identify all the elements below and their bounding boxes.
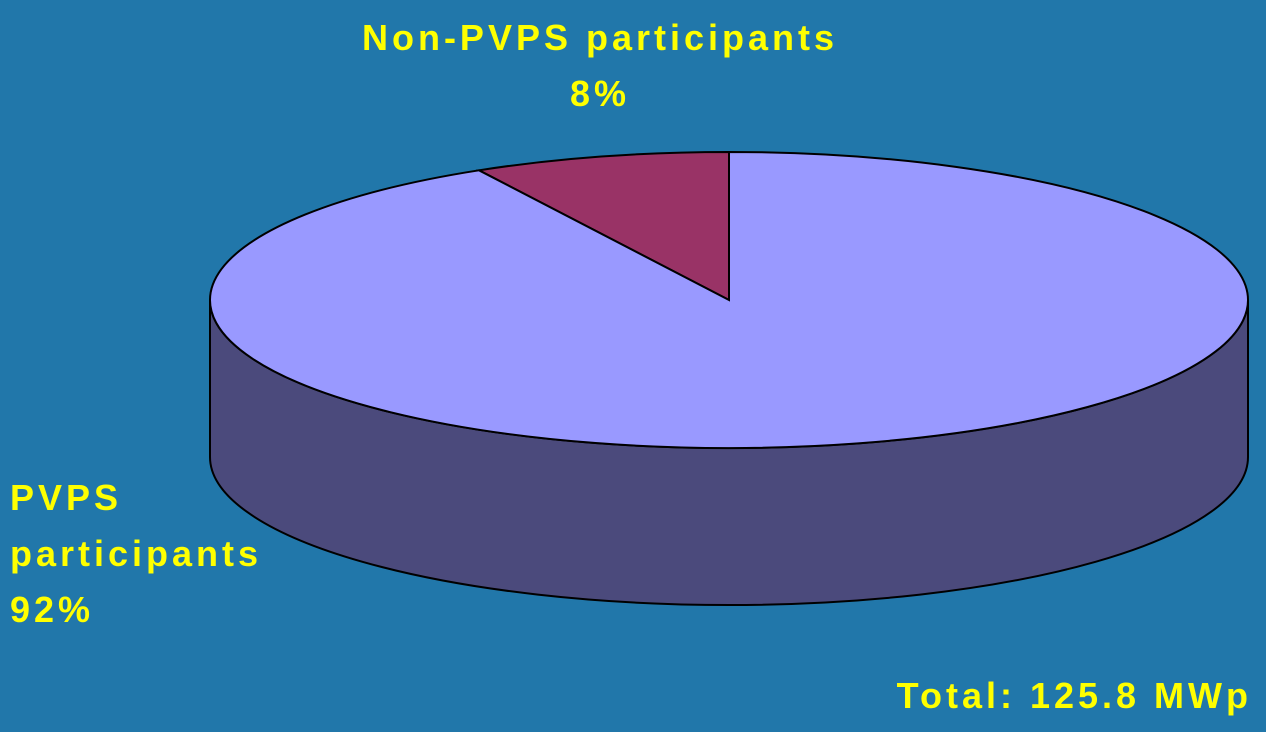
annotation: Total: 125.8 MWp [896, 675, 1252, 716]
pie-slice [209, 150, 1249, 449]
category-label: Non-PVPS participants [361, 17, 839, 58]
value-label: 8% [569, 73, 631, 114]
category-label: PVPS participants [10, 477, 263, 574]
slice-label: PVPS participants 92% [10, 470, 320, 638]
pie-slice [475, 150, 730, 302]
slice-label: Non-PVPS participants 8% [300, 10, 900, 122]
value-label: 92% [10, 589, 95, 630]
